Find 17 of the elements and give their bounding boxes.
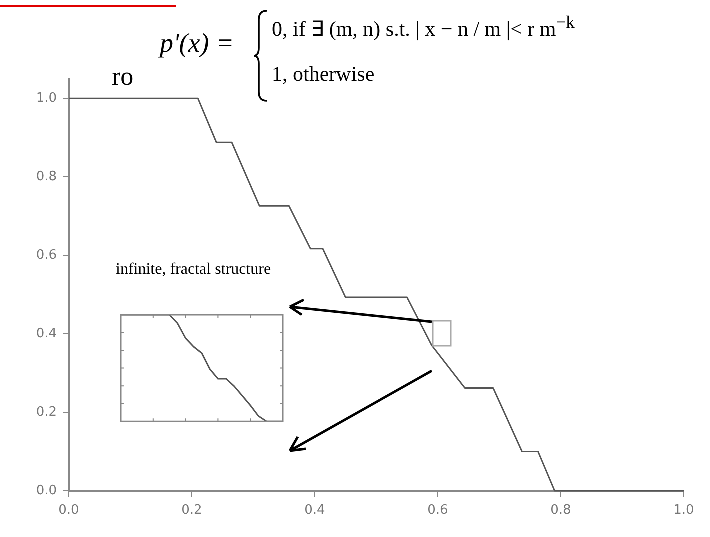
y-tick-label: 0.2	[36, 404, 57, 420]
annotation: infinite, fractal structure	[116, 261, 272, 279]
text: p'(x) =	[160, 28, 234, 59]
x-tick-label: 0.6	[428, 503, 448, 518]
x-tick-label: 1.0	[674, 503, 694, 518]
y-tick-label: 0.4	[36, 326, 57, 342]
x-tick-label: 0.0	[58, 503, 80, 518]
y-tick-label: 0.6	[36, 248, 57, 263]
text: 0, if ∃ (m, n) s.t. | x − n / m |< r m$^{−k}$	[272, 12, 575, 42]
x-tick-label: 0.4	[304, 503, 326, 518]
x-tick-label: 0.2	[182, 503, 202, 518]
y-tick-label: 1.0	[36, 90, 57, 106]
annotation: 1, otherwise	[272, 62, 375, 87]
annotation: ro	[112, 62, 134, 92]
x-tick-label: 0.8	[550, 503, 572, 518]
y-tick-label: 0.8	[36, 169, 57, 184]
y-tick-label: 0.0	[36, 483, 57, 498]
